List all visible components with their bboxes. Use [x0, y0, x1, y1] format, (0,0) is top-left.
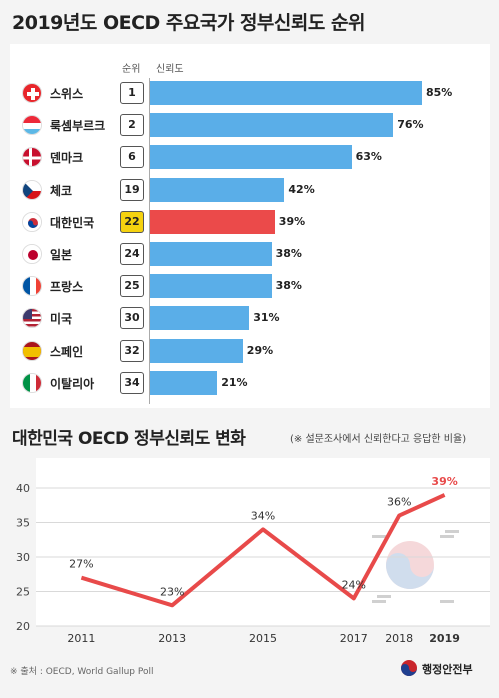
bar-value-label: 42% [288, 182, 315, 196]
france-flag-icon [22, 276, 42, 297]
data-label: 36% [387, 496, 411, 509]
line-chart: 20 25 30 35 40 27% 2011 23% 2013 34% 2015 24% 2017 36… [16, 458, 490, 645]
series-line [80, 493, 446, 608]
bar-value-label: 38% [275, 279, 302, 293]
bar [150, 209, 275, 234]
usa-flag-icon [22, 308, 42, 329]
rank-badge: 30 [120, 307, 144, 330]
bar-value-label: 85% [426, 86, 453, 99]
y-tick-label: 30 [16, 551, 30, 564]
country-name: 프랑스 [50, 280, 84, 295]
rank-badge: 22 [120, 210, 144, 233]
bar-value-label: 39% [278, 214, 306, 228]
bar-row: 덴마크 6 63% [18, 143, 488, 171]
bar [150, 242, 272, 266]
spain-flag-icon [22, 340, 42, 361]
data-label: 39% [431, 475, 457, 488]
bar [150, 274, 272, 299]
japan-flag-icon [22, 244, 42, 264]
x-tick-label: 2019 [429, 632, 460, 645]
bar-row: 체코 19 42% [18, 176, 488, 204]
chart-note: (※ 설문조사에서 신뢰한다고 응답한 비율) [290, 434, 467, 445]
trust-column-header: 신뢰도 [156, 64, 184, 75]
y-tick-label: 40 [16, 482, 30, 495]
bar-axis-line [149, 78, 150, 404]
rank-badge: 1 [120, 82, 144, 104]
ministry-name: 행정안전부 [422, 663, 473, 676]
country-name: 대한민국 [50, 215, 95, 230]
bar-row: 룩셈부르크 2 76% [18, 111, 488, 139]
bar-row: 스페인 32 29% [18, 337, 488, 365]
bar-value-label: 29% [246, 343, 274, 357]
swiss-flag-icon [22, 83, 42, 103]
chart-title-trend: 대한민국 OECD 정부신뢰도 변화 [12, 429, 246, 449]
country-name: 덴마크 [50, 151, 84, 166]
ministry-logo: 행정안전부 [400, 658, 490, 680]
country-name: 룩셈부르크 [50, 119, 106, 134]
chart-title-ranking: 2019년도 OECD 주요국가 정부신뢰도 순위 [12, 12, 365, 34]
bar-value-label: 31% [253, 311, 280, 325]
data-label: 34% [251, 509, 275, 522]
x-tick-label: 2015 [249, 632, 277, 645]
bar [150, 113, 394, 138]
bar [150, 177, 285, 202]
bar-row: 미국 30 31% [18, 304, 488, 332]
plot-area [36, 458, 490, 626]
rank-badge: 25 [120, 275, 144, 298]
czech-flag-icon [22, 179, 42, 200]
bar-row: 스위스 1 85% [18, 79, 488, 107]
ministry-emblem-icon [401, 660, 417, 676]
x-tick-label: 2017 [340, 632, 368, 645]
bar-value-label: 76% [397, 118, 424, 132]
rank-column-header: 순위 [122, 64, 141, 75]
x-tick-label: 2013 [158, 632, 186, 645]
bar [150, 370, 218, 395]
country-name: 일본 [50, 248, 73, 262]
y-tick-label: 20 [16, 620, 30, 633]
x-tick-label: 2011 [67, 632, 95, 645]
data-label: 24% [342, 578, 366, 591]
bar-value-label: 38% [275, 247, 302, 260]
y-tick-label: 35 [16, 517, 30, 530]
country-name: 스위스 [50, 87, 84, 101]
italy-flag-icon [22, 372, 42, 393]
korea-flag-watermark [372, 530, 459, 603]
source-note: ※ 출처 : OECD, World Gallup Poll [10, 667, 154, 677]
bar [150, 145, 352, 170]
bar-row: 이탈리아 34 21% [18, 369, 488, 397]
data-label: 23% [160, 585, 184, 598]
denmark-flag-icon [22, 147, 42, 168]
data-label: 27% [69, 558, 93, 571]
rank-badge: 32 [120, 339, 144, 362]
country-name: 스페인 [50, 344, 84, 359]
bar [150, 306, 250, 331]
rank-badge: 34 [120, 371, 144, 394]
rank-badge: 19 [120, 178, 144, 201]
rank-badge: 6 [120, 146, 144, 169]
bar-row: 대한민국 22 39% [18, 208, 488, 236]
rank-badge: 2 [120, 114, 144, 137]
bar-value-label: 21% [221, 375, 248, 389]
y-tick-label: 25 [16, 586, 30, 599]
x-tick-label: 2018 [385, 632, 413, 645]
bar [150, 81, 422, 105]
luxembourg-flag-icon [22, 115, 42, 136]
country-name: 미국 [50, 312, 73, 327]
bar [150, 338, 243, 363]
bar-value-label: 63% [355, 150, 382, 164]
country-name: 체코 [50, 183, 73, 198]
bar-row: 일본 24 38% [18, 240, 488, 268]
rank-badge: 24 [120, 243, 144, 265]
country-name: 이탈리아 [50, 376, 95, 391]
korea-flag-icon [22, 211, 42, 232]
bar-row: 프랑스 25 38% [18, 272, 488, 300]
